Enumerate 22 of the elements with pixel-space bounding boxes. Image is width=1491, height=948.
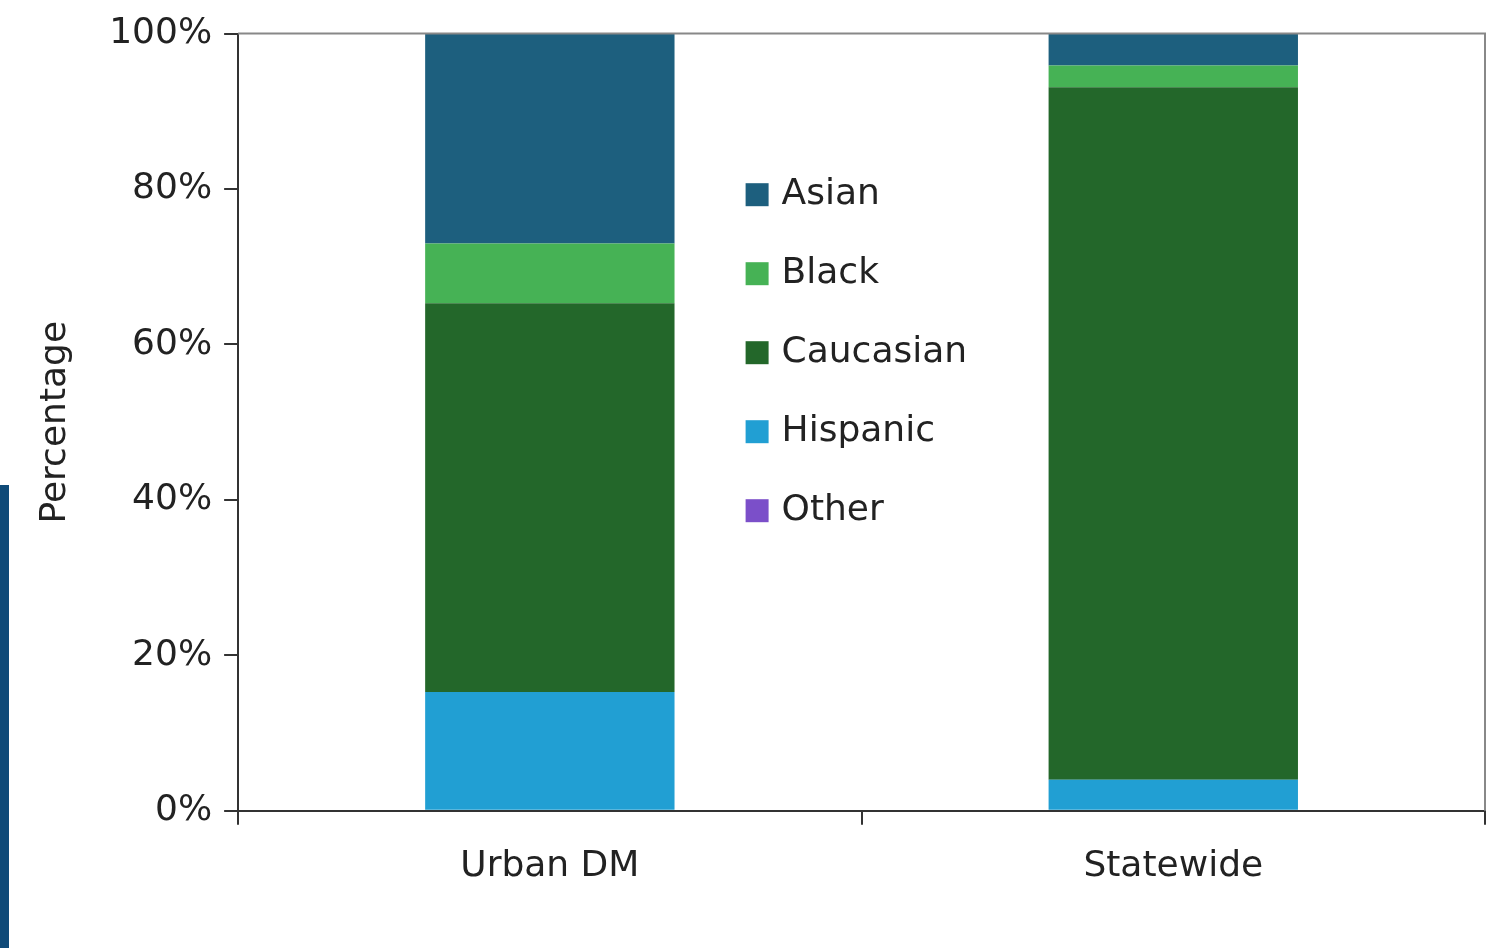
- legend-label: Caucasian: [781, 328, 968, 370]
- bar: [1048, 87, 1298, 780]
- bar: [425, 691, 675, 810]
- legend-label: Asian: [781, 170, 880, 212]
- y-tick-label: 60%: [132, 320, 213, 362]
- bar: [425, 33, 675, 244]
- legend-label: Hispanic: [781, 407, 935, 449]
- y-tick-label: 80%: [132, 165, 213, 207]
- y-axis-title: Percentage: [31, 320, 73, 524]
- bar: [1048, 33, 1298, 66]
- bar: [425, 303, 675, 692]
- bar: [425, 243, 675, 304]
- legend-label: Other: [781, 486, 885, 528]
- y-tick-label: 100%: [109, 9, 213, 51]
- x-tick-label: Statewide: [1083, 842, 1264, 884]
- y-tick-label: 40%: [132, 476, 213, 518]
- bar: [1048, 65, 1298, 88]
- y-tick-label: 0%: [154, 787, 213, 829]
- bar: [1048, 779, 1298, 810]
- x-tick-label: Urban DM: [460, 842, 640, 884]
- y-tick-label: 20%: [132, 631, 213, 673]
- legend-label: Black: [781, 249, 880, 291]
